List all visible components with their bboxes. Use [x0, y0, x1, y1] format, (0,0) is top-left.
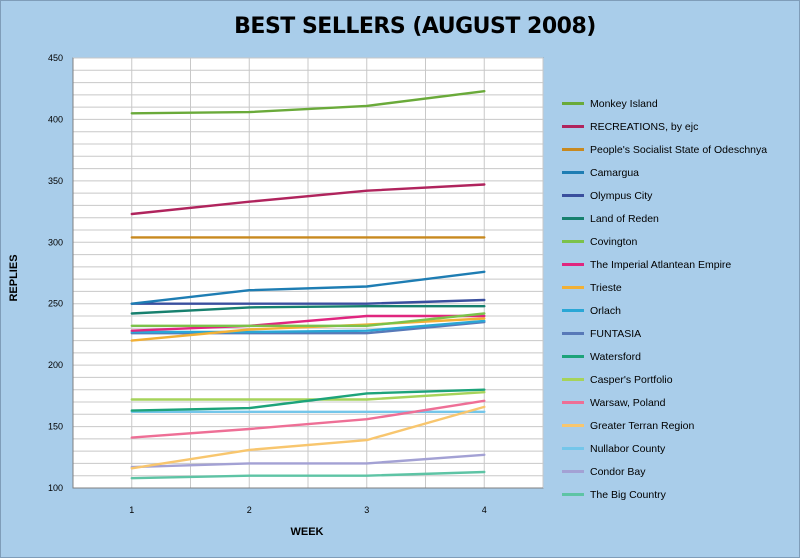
x-tick-label: 3 — [364, 505, 369, 515]
legend-label: Land of Reden — [590, 212, 659, 225]
gridlines — [72, 57, 544, 489]
y-tick-label: 100 — [48, 483, 63, 493]
legend-item-covington: Covington — [562, 230, 792, 253]
x-tick-label: 1 — [129, 505, 134, 515]
chart-title: BEST SELLERS (AUGUST 2008) — [234, 14, 596, 39]
legend-label: FUNTASIA — [590, 327, 642, 340]
legend-swatch — [562, 102, 584, 105]
series-line-trieste — [130, 317, 486, 342]
legend-label: Trieste — [590, 281, 622, 294]
x-tick-label: 2 — [247, 505, 252, 515]
y-tick-label: 150 — [48, 422, 63, 432]
legend-item-condor-bay: Condor Bay — [562, 460, 792, 483]
series-line-watersford — [130, 388, 486, 412]
x-tick-label: 4 — [482, 505, 487, 515]
legend-label: People's Socialist State of Odeschnya — [590, 143, 768, 156]
legend-swatch — [562, 148, 584, 151]
legend-item-camargua: Camargua — [562, 161, 792, 184]
legend-swatch — [562, 470, 584, 473]
series-line-the-big-country — [130, 470, 486, 480]
legend-item-greater-terran-region: Greater Terran Region — [562, 414, 792, 437]
legend-swatch — [562, 240, 584, 243]
legend-swatch — [562, 447, 584, 450]
series-line-warsaw-poland — [130, 399, 486, 439]
legend-label: Orlach — [590, 304, 621, 317]
series-line-recreations-by-ejc — [130, 183, 486, 216]
y-tick-label: 300 — [48, 237, 63, 247]
legend-label: Watersford — [590, 350, 641, 363]
legend-swatch — [562, 286, 584, 289]
series-line-olympus-city — [130, 298, 486, 305]
y-tick-label: 350 — [48, 176, 63, 186]
legend-item-watersford: Watersford — [562, 345, 792, 368]
series-line-land-of-reden — [130, 305, 486, 315]
legend-item-orlach: Orlach — [562, 299, 792, 322]
legend: Monkey Island RECREATIONS, by ejc People's… — [562, 92, 792, 506]
legend-swatch — [562, 401, 584, 404]
legend-label: Nullabor County — [590, 442, 666, 455]
legend-item-the-big-country: The Big Country — [562, 483, 792, 506]
series-line-condor-bay — [130, 453, 486, 469]
series-line-monkey-island — [130, 89, 486, 115]
series-line-funtasia — [130, 320, 486, 335]
series-group — [130, 89, 486, 480]
x-axis-label: WEEK — [290, 526, 324, 538]
legend-label: Covington — [590, 235, 638, 248]
legend-swatch — [562, 263, 584, 266]
y-tick-label: 400 — [48, 114, 63, 124]
legend-item-the-imperial-atlantean-empire: The Imperial Atlantean Empire — [562, 253, 792, 276]
legend-label: Monkey Island — [590, 97, 658, 110]
legend-item-olympus-city: Olympus City — [562, 184, 792, 207]
legend-item-casper-s-portfolio: Casper's Portfolio — [562, 368, 792, 391]
legend-label: Warsaw, Poland — [590, 396, 666, 409]
legend-swatch — [562, 332, 584, 335]
legend-label: Greater Terran Region — [590, 419, 695, 432]
y-tick-label: 200 — [48, 360, 63, 370]
legend-label: Casper's Portfolio — [590, 373, 673, 386]
legend-swatch — [562, 171, 584, 174]
legend-swatch — [562, 217, 584, 220]
y-tick-label: 250 — [48, 299, 63, 309]
legend-label: The Imperial Atlantean Empire — [590, 258, 732, 271]
legend-item-funtasia: FUNTASIA — [562, 322, 792, 345]
legend-label: Camargua — [590, 166, 640, 179]
series-line-greater-terran-region — [130, 405, 486, 470]
series-line-the-imperial-atlantean-empire — [130, 314, 486, 332]
legend-label: The Big Country — [590, 488, 666, 501]
y-axis: 100 150 200 250 300 350 400 450 — [48, 53, 63, 493]
legend-swatch — [562, 125, 584, 128]
series-line-covington — [130, 312, 486, 327]
x-axis: 1 2 3 4 — [129, 505, 487, 515]
legend-swatch — [562, 378, 584, 381]
legend-swatch — [562, 309, 584, 312]
legend-item-people-s-socialist-state-of-odeschnya: People's Socialist State of Odeschnya — [562, 138, 792, 161]
legend-item-land-of-reden: Land of Reden — [562, 207, 792, 230]
series-line-orlach — [130, 319, 486, 334]
legend-swatch — [562, 424, 584, 427]
legend-label: RECREATIONS, by ejc — [590, 120, 699, 133]
legend-swatch — [562, 194, 584, 197]
legend-item-recreations-by-ejc: RECREATIONS, by ejc — [562, 115, 792, 138]
legend-label: Olympus City — [590, 189, 653, 202]
legend-swatch — [562, 355, 584, 358]
legend-item-nullabor-county: Nullabor County — [562, 437, 792, 460]
legend-swatch — [562, 493, 584, 496]
series-line-casper-s-portfolio — [130, 391, 486, 401]
legend-item-warsaw-poland: Warsaw, Poland — [562, 391, 792, 414]
legend-label: Condor Bay — [590, 465, 646, 478]
y-tick-label: 450 — [48, 53, 63, 63]
legend-item-monkey-island: Monkey Island — [562, 92, 792, 115]
series-line-camargua — [130, 270, 486, 305]
legend-item-trieste: Trieste — [562, 276, 792, 299]
